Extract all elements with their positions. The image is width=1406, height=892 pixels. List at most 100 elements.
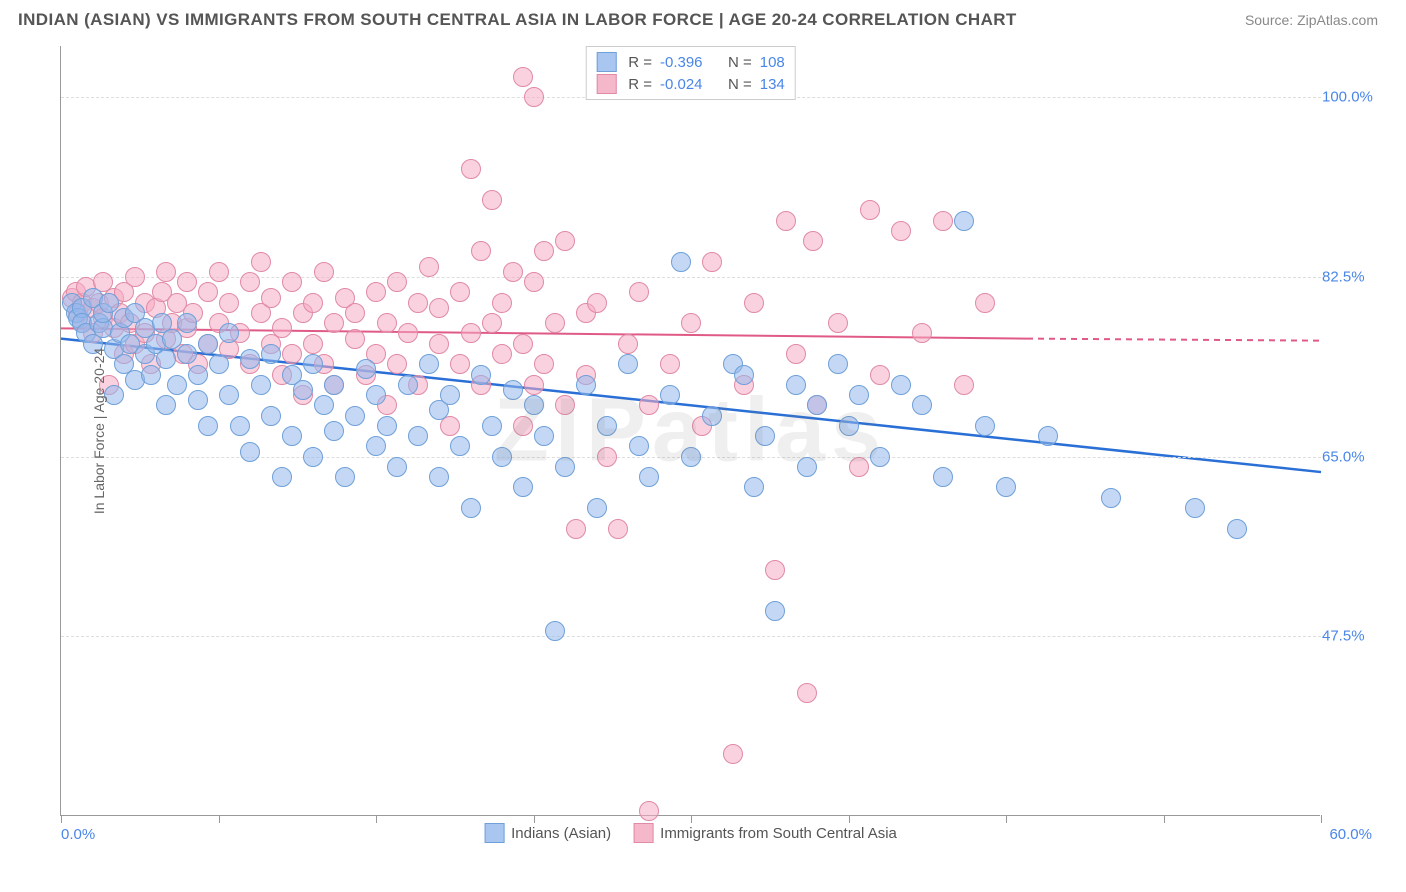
data-point <box>765 601 785 621</box>
series2-swatch <box>596 74 616 94</box>
correlation-row-2: R = -0.024 N = 134 <box>596 73 785 95</box>
data-point <box>954 211 974 231</box>
data-point <box>419 354 439 374</box>
data-point <box>324 313 344 333</box>
data-point <box>141 365 161 385</box>
x-tick-mark <box>691 815 692 823</box>
data-point <box>440 385 460 405</box>
data-point <box>786 375 806 395</box>
data-point <box>587 293 607 313</box>
gridline <box>61 636 1321 637</box>
data-point <box>188 365 208 385</box>
plot-area: ZIPatlas R = -0.396 N = 108 R = -0.024 N… <box>60 46 1320 816</box>
data-point <box>849 457 869 477</box>
data-point <box>209 354 229 374</box>
n-label: N = <box>728 54 752 71</box>
data-point <box>912 395 932 415</box>
correlation-legend: R = -0.396 N = 108 R = -0.024 N = 134 <box>585 46 796 100</box>
data-point <box>702 252 722 272</box>
data-point <box>461 498 481 518</box>
data-point <box>272 467 292 487</box>
data-point <box>1101 488 1121 508</box>
data-point <box>524 395 544 415</box>
data-point <box>188 390 208 410</box>
data-point <box>555 231 575 251</box>
data-point <box>870 447 890 467</box>
data-point <box>545 313 565 333</box>
data-point <box>156 349 176 369</box>
data-point <box>303 334 323 354</box>
y-tick-label: 100.0% <box>1322 89 1380 106</box>
data-point <box>513 477 533 497</box>
data-point <box>282 272 302 292</box>
legend-item-2: Immigrants from South Central Asia <box>633 823 897 843</box>
data-point <box>891 375 911 395</box>
data-point <box>335 467 355 487</box>
data-point <box>345 303 365 323</box>
data-point <box>408 426 428 446</box>
data-point <box>125 267 145 287</box>
data-point <box>314 262 334 282</box>
data-point <box>797 457 817 477</box>
data-point <box>629 436 649 456</box>
data-point <box>240 272 260 292</box>
data-point <box>471 241 491 261</box>
n-label: N = <box>728 76 752 93</box>
data-point <box>303 293 323 313</box>
data-point <box>356 359 376 379</box>
data-point <box>839 416 859 436</box>
data-point <box>419 257 439 277</box>
data-point <box>377 313 397 333</box>
data-point <box>513 416 533 436</box>
y-tick-label: 47.5% <box>1322 628 1380 645</box>
data-point <box>702 406 722 426</box>
x-label-right: 60.0% <box>1329 826 1372 843</box>
data-point <box>975 293 995 313</box>
data-point <box>492 344 512 364</box>
data-point <box>177 313 197 333</box>
data-point <box>272 318 292 338</box>
data-point <box>450 354 470 374</box>
data-point <box>744 477 764 497</box>
x-tick-mark <box>1164 815 1165 823</box>
data-point <box>314 395 334 415</box>
data-point <box>366 436 386 456</box>
data-point <box>482 416 502 436</box>
series1-r-value: -0.396 <box>660 54 712 71</box>
data-point <box>398 375 418 395</box>
data-point <box>261 288 281 308</box>
data-point <box>671 252 691 272</box>
data-point <box>503 262 523 282</box>
data-point <box>492 293 512 313</box>
trendlines-layer <box>61 46 1321 816</box>
data-point <box>387 354 407 374</box>
data-point <box>513 67 533 87</box>
data-point <box>482 190 502 210</box>
x-tick-mark <box>1006 815 1007 823</box>
data-point <box>566 519 586 539</box>
data-point <box>167 375 187 395</box>
data-point <box>303 447 323 467</box>
data-point <box>576 375 596 395</box>
trendline-dashed <box>1027 339 1321 341</box>
data-point <box>597 416 617 436</box>
series1-label: Indians (Asian) <box>511 825 611 842</box>
x-tick-mark <box>849 815 850 823</box>
data-point <box>293 380 313 400</box>
data-point <box>891 221 911 241</box>
series2-swatch <box>633 823 653 843</box>
data-point <box>681 313 701 333</box>
y-tick-label: 82.5% <box>1322 269 1380 286</box>
data-point <box>587 498 607 518</box>
data-point <box>1227 519 1247 539</box>
data-point <box>524 87 544 107</box>
data-point <box>461 159 481 179</box>
data-point <box>261 344 281 364</box>
data-point <box>933 211 953 231</box>
data-point <box>324 375 344 395</box>
data-point <box>534 241 554 261</box>
data-point <box>198 416 218 436</box>
data-point <box>524 375 544 395</box>
data-point <box>156 262 176 282</box>
x-label-left: 0.0% <box>61 826 95 843</box>
